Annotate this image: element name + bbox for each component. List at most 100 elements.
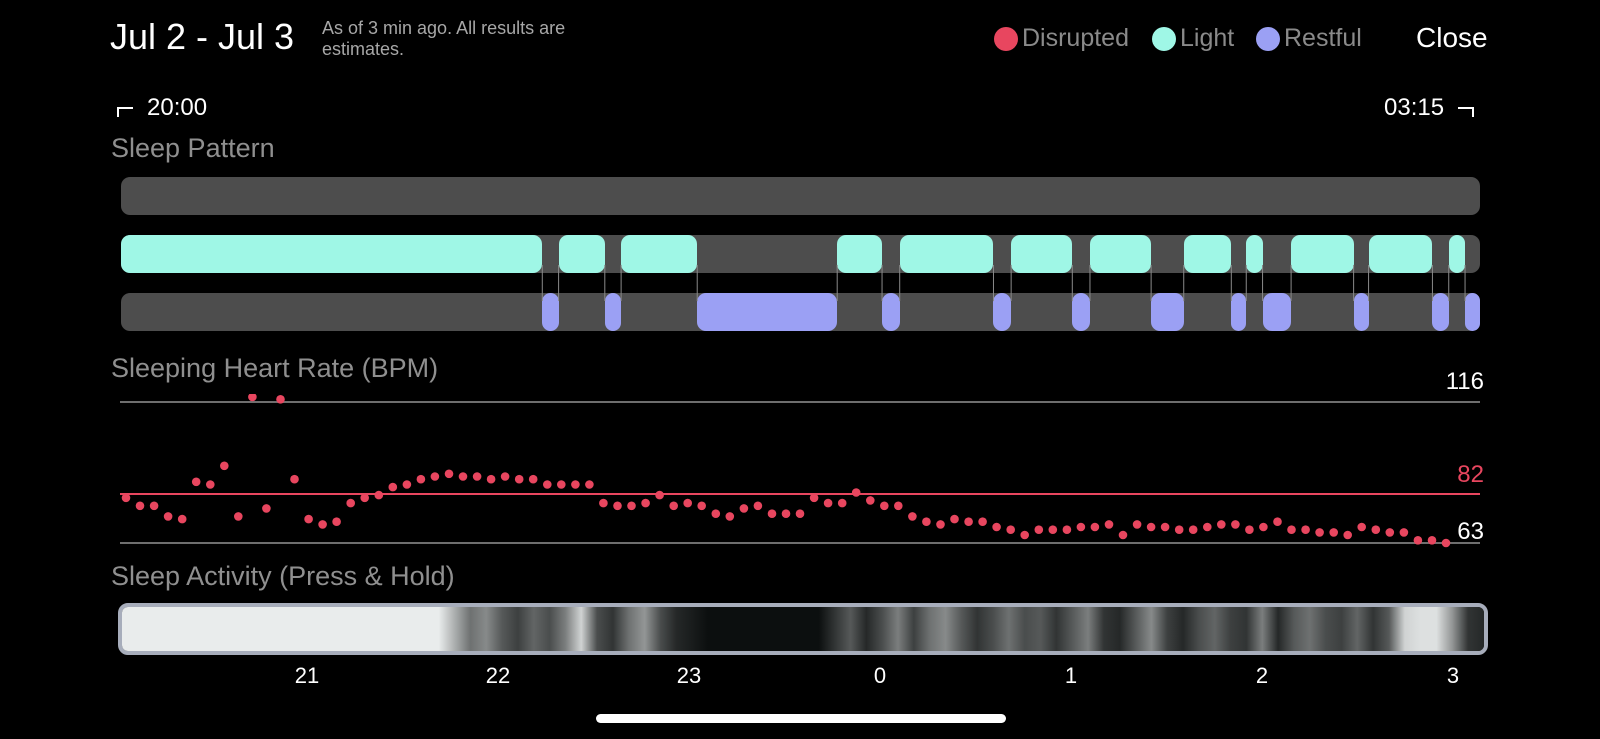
hr-dot xyxy=(135,501,145,511)
range-start: 20:00 xyxy=(117,94,207,122)
hr-dot xyxy=(444,469,454,479)
hr-dot xyxy=(486,474,496,484)
hr-dot xyxy=(514,474,524,484)
x-tick-3: 3 xyxy=(1446,663,1460,688)
hr-max-label: 116 xyxy=(1445,368,1484,395)
hr-dot xyxy=(894,501,903,511)
hr-dot xyxy=(1273,517,1282,526)
hr-dot xyxy=(613,501,622,511)
hr-dot xyxy=(1076,522,1086,532)
hr-dot xyxy=(1301,525,1310,534)
hr-dot xyxy=(234,512,243,521)
hr-dot xyxy=(1006,525,1015,534)
x-tick-1: 1 xyxy=(1064,663,1078,688)
hr-dot xyxy=(1357,522,1366,532)
legend-light: Light xyxy=(1152,24,1234,53)
legend-restful: Restful xyxy=(1256,24,1362,53)
light-segment xyxy=(1183,235,1232,273)
hr-min-label: 63 xyxy=(1457,518,1484,545)
disrupted-track xyxy=(121,177,1480,215)
hr-dot xyxy=(1413,536,1423,545)
range-start-time: 20:00 xyxy=(147,94,208,121)
hr-dot xyxy=(472,472,482,481)
hr-dot xyxy=(880,501,889,511)
legend-restful-label: Restful xyxy=(1284,24,1362,52)
hr-dot xyxy=(725,512,735,521)
hr-dot xyxy=(571,480,580,489)
hr-dot xyxy=(1231,520,1240,529)
hr-dot xyxy=(1399,528,1409,537)
sleep-activity-title: Sleep Activity (Press & Hold) xyxy=(111,561,455,591)
x-tick-23: 23 xyxy=(676,663,702,688)
page-title: Jul 2 - Jul 3 xyxy=(110,16,295,57)
hr-dot xyxy=(1118,530,1128,540)
restful-segment xyxy=(542,293,559,331)
legend-light-label: Light xyxy=(1180,24,1235,52)
x-tick-21: 21 xyxy=(294,663,320,688)
hr-dot xyxy=(430,472,440,481)
hr-dot xyxy=(1259,522,1268,532)
hr-dot xyxy=(739,504,749,513)
hr-dot xyxy=(627,501,636,511)
hr-dot xyxy=(936,520,945,529)
hr-dot xyxy=(767,509,777,518)
hr-dot xyxy=(781,509,791,518)
hr-dot xyxy=(655,490,664,500)
hr-dot xyxy=(851,488,861,497)
hr-dot xyxy=(332,517,341,526)
hr-dot xyxy=(641,498,650,508)
hr-dot xyxy=(458,472,468,481)
hr-dot xyxy=(220,461,229,471)
hr-dot xyxy=(360,493,369,503)
light-segment xyxy=(837,235,883,273)
hr-dot xyxy=(1062,525,1072,534)
hr-dot xyxy=(1132,520,1142,529)
restful-segment xyxy=(697,293,838,331)
restful-segment xyxy=(993,293,1012,331)
hr-dot xyxy=(1146,522,1156,532)
hr-dot xyxy=(318,520,327,529)
hr-dot xyxy=(543,480,552,489)
legend-disrupted-dot xyxy=(994,26,1018,51)
hr-dot xyxy=(416,474,426,484)
hr-dot xyxy=(1385,528,1395,537)
hr-dots xyxy=(121,394,1451,548)
hr-dot xyxy=(922,517,931,526)
hr-dot xyxy=(374,490,384,500)
restful-segment xyxy=(1432,293,1449,331)
hr-dot xyxy=(1160,522,1170,532)
hr-dot xyxy=(697,501,706,511)
hr-dot xyxy=(304,514,313,524)
sleep-activity-gradient xyxy=(122,607,1484,651)
hr-dot xyxy=(992,522,1001,532)
hr-dot xyxy=(388,482,398,492)
legend-light-dot xyxy=(1152,26,1176,51)
light-segment xyxy=(621,235,698,273)
light-segment xyxy=(1011,235,1073,273)
hr-dot xyxy=(585,480,594,489)
hr-dot xyxy=(978,517,987,526)
light-segment xyxy=(1246,235,1263,273)
x-tick-0: 0 xyxy=(873,663,887,688)
hr-dot xyxy=(163,512,173,521)
hr-dot xyxy=(1048,525,1058,534)
range-end-time: 03:15 xyxy=(1384,94,1445,121)
hr-dot xyxy=(1188,525,1198,534)
hr-dot xyxy=(248,394,257,402)
range-end: 03:15 xyxy=(1384,94,1475,122)
sleep-activity-bar[interactable] xyxy=(118,603,1488,655)
close-button[interactable]: Close xyxy=(1416,22,1488,53)
hr-dot xyxy=(1020,530,1029,540)
hr-dot xyxy=(1090,522,1100,532)
hr-dot xyxy=(599,498,608,508)
restful-track xyxy=(121,293,1480,331)
hr-dot xyxy=(753,501,763,511)
stage-transition-lines xyxy=(541,265,1466,301)
heart-rate-chart xyxy=(120,394,1480,548)
hr-dot xyxy=(1343,530,1352,540)
hr-dot xyxy=(1329,528,1338,537)
restful-segment xyxy=(882,293,900,331)
light-segment xyxy=(558,235,605,273)
restful-segment xyxy=(604,293,622,331)
home-indicator[interactable] xyxy=(596,714,1006,723)
